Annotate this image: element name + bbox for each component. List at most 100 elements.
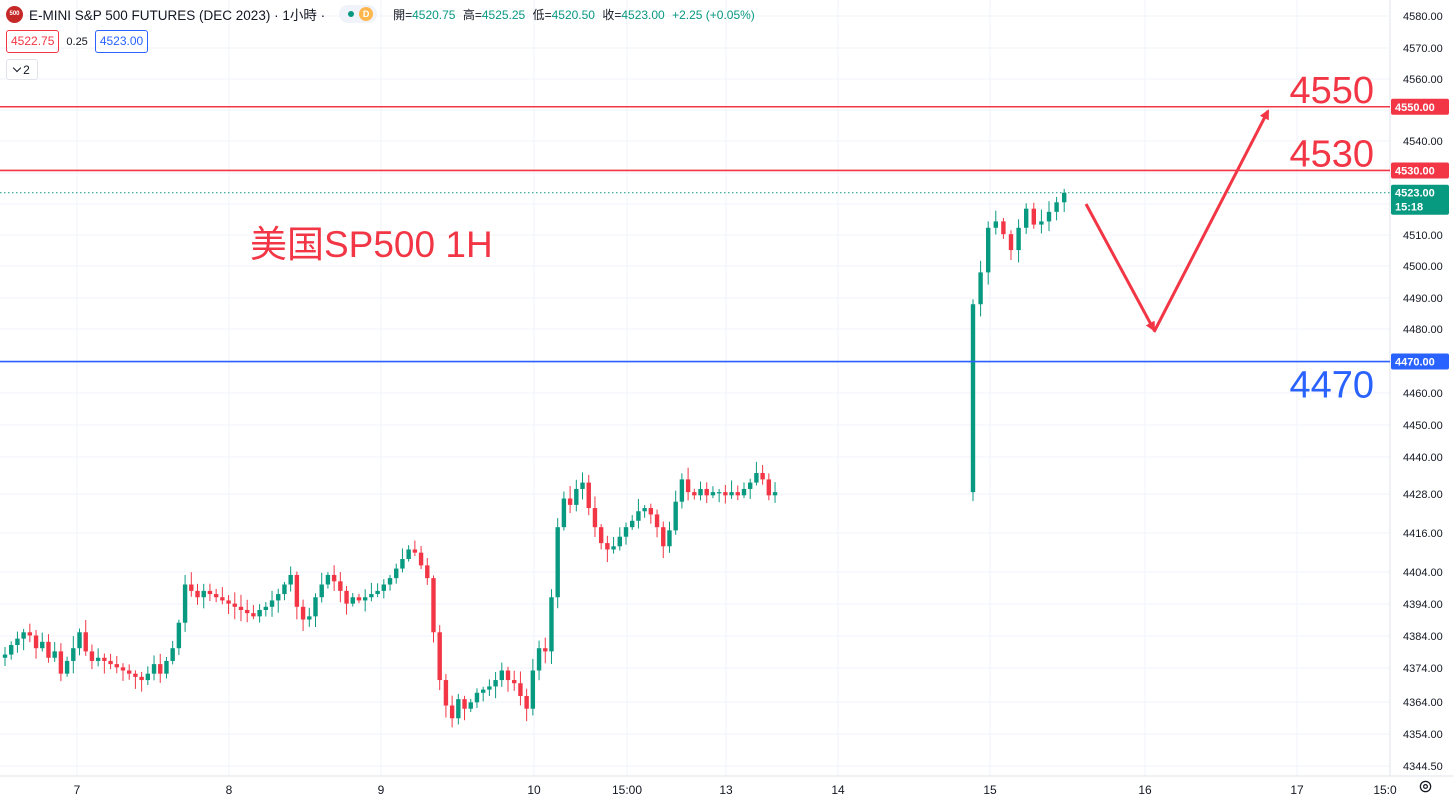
candle-body bbox=[598, 527, 604, 544]
sell-price-button[interactable]: 4522.75 bbox=[6, 30, 60, 53]
market-status[interactable]: D bbox=[339, 5, 378, 23]
ohlc-close: 4523.00 bbox=[621, 7, 665, 22]
candle-body bbox=[220, 597, 225, 601]
indicators-toggle-button[interactable]: 2 bbox=[6, 59, 38, 80]
candle-body bbox=[536, 648, 542, 671]
candle-body bbox=[350, 597, 355, 604]
candle-body bbox=[182, 584, 188, 623]
candle-body bbox=[480, 689, 486, 693]
forecast-arrow-up[interactable] bbox=[1152, 109, 1270, 333]
candle-body bbox=[213, 594, 219, 598]
candle-body bbox=[456, 699, 461, 719]
level-label-4550: 4550 bbox=[1289, 70, 1374, 112]
candle-body bbox=[40, 641, 45, 649]
candle-body bbox=[654, 514, 660, 528]
ohlc-high: 4525.25 bbox=[481, 7, 526, 22]
candle-body bbox=[710, 492, 716, 496]
candle-body bbox=[1054, 202, 1059, 212]
chevron-down-icon bbox=[12, 63, 22, 72]
candle-body bbox=[319, 584, 324, 598]
candle-body bbox=[394, 568, 399, 579]
candle-body bbox=[723, 492, 728, 496]
candle-body bbox=[766, 479, 772, 496]
candle-body bbox=[605, 543, 610, 550]
candle-body bbox=[580, 482, 585, 489]
x-axis-tick-label: 7 bbox=[74, 783, 81, 797]
candle-body bbox=[474, 692, 480, 703]
x-axis-tick-label: 8 bbox=[226, 783, 233, 797]
candle-body bbox=[33, 635, 39, 649]
candle-body bbox=[406, 549, 411, 560]
delayed-badge[interactable]: D bbox=[359, 7, 374, 21]
y-axis-tick-label: 4560.00 bbox=[1403, 74, 1443, 86]
candle-body bbox=[201, 590, 206, 598]
x-axis-tick-label: 17 bbox=[1290, 783, 1304, 797]
y-axis-tick-label: 4404.00 bbox=[1403, 567, 1443, 579]
candle-body bbox=[95, 657, 101, 661]
buy-price-button[interactable]: 4523.00 bbox=[94, 30, 149, 53]
candle-body bbox=[586, 482, 591, 509]
candle-body bbox=[139, 676, 144, 681]
candle-body bbox=[176, 622, 182, 649]
candle-body bbox=[1001, 221, 1006, 235]
symbol-logo[interactable]: 500 bbox=[6, 5, 23, 23]
indicator-count: 2 bbox=[23, 62, 30, 77]
x-axis-tick-label: 15:0 bbox=[1373, 783, 1397, 797]
candle-body bbox=[611, 546, 616, 550]
candle-body bbox=[978, 272, 983, 305]
y-axis-tick-label: 4460.00 bbox=[1403, 388, 1443, 400]
candle-body bbox=[338, 581, 343, 591]
candle-body bbox=[418, 552, 424, 566]
y-axis-tick-label: 4354.00 bbox=[1403, 729, 1443, 741]
symbol-title[interactable]: E-MINI S&P 500 FUTURES (DEC 2023) · 1小時 … bbox=[29, 8, 326, 23]
candle-body bbox=[344, 590, 349, 604]
candle-body bbox=[102, 657, 107, 661]
candle-body bbox=[276, 594, 281, 601]
candle-body bbox=[108, 660, 113, 665]
candle-body bbox=[443, 680, 449, 706]
candle-body bbox=[468, 702, 473, 709]
candle-body bbox=[1062, 192, 1067, 203]
candle-body bbox=[642, 508, 647, 512]
forecast-arrow-down[interactable] bbox=[1084, 203, 1156, 332]
candle-body bbox=[71, 648, 76, 661]
level-axis-badge bbox=[1391, 353, 1449, 370]
candle-body bbox=[462, 699, 467, 709]
candle-body bbox=[133, 673, 138, 677]
candle-body bbox=[549, 597, 554, 652]
ohlc-change: +2.25 (+0.05%) bbox=[672, 7, 755, 22]
candle-body bbox=[375, 590, 380, 595]
candle-body bbox=[673, 501, 678, 531]
candle-body bbox=[567, 498, 573, 505]
settings-icon[interactable] bbox=[1418, 779, 1433, 794]
x-axis-tick-label: 15:00 bbox=[612, 783, 642, 797]
y-axis-tick-label: 4480.00 bbox=[1403, 324, 1443, 336]
candle-body bbox=[437, 632, 442, 681]
candle-body bbox=[754, 473, 759, 483]
candle-body bbox=[77, 632, 82, 649]
level-axis-label: 4470.00 bbox=[1395, 357, 1435, 369]
candle-body bbox=[114, 664, 119, 668]
candle-body bbox=[986, 227, 991, 273]
candle-body bbox=[64, 660, 70, 674]
level-axis-badge bbox=[1391, 98, 1449, 115]
candle-body bbox=[251, 613, 256, 617]
candle-body bbox=[524, 695, 529, 709]
spread-value: 0.25 bbox=[66, 35, 88, 48]
candle-body bbox=[362, 597, 368, 601]
candle-body bbox=[685, 479, 691, 493]
x-axis-tick-label: 16 bbox=[1138, 783, 1152, 797]
candle-body bbox=[993, 221, 998, 228]
level-axis-label: 4550.00 bbox=[1395, 102, 1435, 114]
y-axis-tick-label: 4394.00 bbox=[1403, 599, 1443, 611]
candle-body bbox=[487, 686, 492, 690]
candle-body bbox=[661, 527, 666, 547]
y-axis-tick-label: 4580.00 bbox=[1403, 11, 1443, 23]
candle-body bbox=[716, 492, 722, 494]
candle-body bbox=[1046, 211, 1052, 222]
candle-body bbox=[120, 667, 126, 671]
y-axis-tick-label: 4374.00 bbox=[1403, 663, 1443, 675]
candle-body bbox=[412, 549, 418, 553]
chart-annotation-text[interactable]: 美国SP500 1H bbox=[250, 224, 493, 265]
